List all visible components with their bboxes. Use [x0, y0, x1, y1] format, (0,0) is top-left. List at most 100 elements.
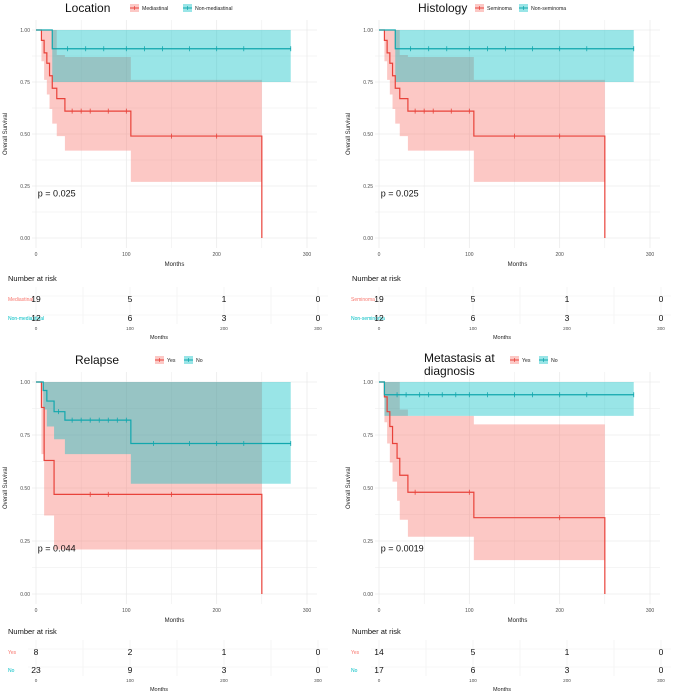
chart-panel-2: 0.000.250.500.751.000 100 200 300MonthsOver…: [346, 1, 671, 341]
risk-count: 1: [222, 647, 227, 657]
risk-table-title: Number at risk: [8, 627, 57, 636]
y-tick-label: 0.00: [20, 592, 30, 598]
chart-panel-3: 0.000.250.500.751.000 100 200 300MonthsOver…: [3, 353, 328, 693]
x-tick-label: 300: [303, 252, 312, 258]
legend: Seminoma Non-seminoma: [475, 4, 566, 12]
risk-count: 3: [222, 313, 227, 323]
y-tick-label: 0.50: [363, 486, 373, 492]
gridlines: [375, 20, 660, 248]
chart-title-line: Location: [65, 1, 110, 15]
y-axis-title: Overall Survival: [346, 113, 352, 155]
risk-x-tick-label: 200: [220, 326, 228, 331]
x-tick-label: 200: [555, 608, 564, 614]
chart-title: Relapse: [75, 353, 119, 367]
risk-x-tick-label: 200: [563, 326, 571, 331]
confidence-band-a: [36, 382, 262, 550]
risk-count: 6: [471, 665, 476, 675]
risk-count: 1: [222, 294, 227, 304]
risk-x-tick-label: 200: [563, 678, 571, 683]
confidence-band-a: [379, 30, 605, 182]
y-axis-title: Overall Survival: [3, 467, 9, 509]
risk-x-tick-label: 100: [469, 326, 477, 331]
x-tick-label: 300: [303, 608, 312, 614]
risk-x-tick-label: 0: [35, 678, 38, 683]
risk-x-tick-label: 100: [469, 678, 477, 683]
risk-x-tick-label: 200: [220, 678, 228, 683]
y-tick-label: 0.50: [20, 486, 30, 492]
risk-count: 14: [374, 647, 384, 657]
survival-line-a: [36, 29, 263, 238]
risk-count: 3: [565, 665, 570, 675]
risk-x-axis-title: Months: [150, 687, 168, 693]
risk-count: 3: [565, 313, 570, 323]
risk-count: 0: [316, 313, 321, 323]
risk-table-title: Number at risk: [8, 274, 57, 283]
y-tick-label: 0.50: [20, 132, 30, 138]
legend-label: Non-seminoma: [531, 6, 566, 12]
risk-x-axis-title: Months: [150, 335, 168, 341]
legend-label: Non-mediastinal: [195, 6, 232, 12]
x-tick-label: 0: [35, 608, 38, 614]
p-value: p = 0.025: [38, 188, 76, 198]
risk-x-tick-label: 100: [126, 678, 134, 683]
p-value: p = 0.0019: [381, 544, 424, 554]
survival-line-b: [379, 381, 634, 396]
y-tick-label: 0.25: [363, 184, 373, 190]
legend-label: No: [196, 358, 203, 364]
legend: Yes No: [155, 356, 203, 364]
confidence-band-b: [379, 30, 634, 82]
chart-title: Metastasis at diagnosis: [424, 351, 495, 378]
y-tick-label: 1.00: [363, 380, 373, 386]
x-tick-label: 300: [646, 608, 655, 614]
survival-line-b: [36, 29, 291, 50]
x-tick-label: 200: [212, 608, 221, 614]
x-tick-label: 200: [212, 252, 221, 258]
chart-title-line: Relapse: [75, 353, 119, 367]
y-tick-label: 0.75: [363, 433, 373, 439]
x-tick-label: 200: [555, 252, 564, 258]
x-tick-label: 100: [465, 608, 474, 614]
x-tick-label: 100: [122, 252, 131, 258]
risk-count: 0: [659, 665, 664, 675]
y-tick-label: 1.00: [20, 28, 30, 34]
risk-x-tick-label: 300: [657, 326, 665, 331]
risk-count: 0: [316, 647, 321, 657]
risk-count: 9: [128, 665, 133, 675]
gridlines: [32, 20, 317, 248]
risk-count: 1: [565, 647, 570, 657]
confidence-band-a: [36, 30, 262, 182]
y-tick-label: 0.00: [363, 236, 373, 242]
confidence-band-b: [36, 382, 291, 484]
y-axis-title: Overall Survival: [3, 113, 9, 155]
risk-x-axis-title: Months: [493, 687, 511, 693]
x-tick-label: 0: [35, 252, 38, 258]
x-tick-label: 0: [378, 608, 381, 614]
risk-count: 0: [316, 294, 321, 304]
risk-count: 19: [374, 294, 384, 304]
x-axis-title: Months: [165, 262, 185, 268]
x-axis-title: Months: [165, 618, 185, 624]
chart-panel-1: 0.000.250.500.751.000 100 200 300MonthsOver…: [3, 1, 328, 341]
risk-row-label: Yes: [8, 650, 17, 656]
risk-row-label: No: [8, 668, 15, 674]
x-tick-label: 300: [646, 252, 655, 258]
chart-title: Histology: [418, 1, 467, 15]
confidence-band-b: [36, 30, 291, 82]
chart-title: Location: [65, 1, 110, 15]
risk-count: 5: [471, 294, 476, 304]
risk-x-tick-label: 100: [126, 326, 134, 331]
legend-label: No: [551, 358, 558, 364]
chart-title-line: Histology: [418, 1, 467, 15]
chart-title-line: diagnosis: [424, 364, 475, 378]
y-tick-label: 0.00: [20, 236, 30, 242]
y-tick-label: 0.25: [20, 184, 30, 190]
risk-count: 19: [31, 294, 41, 304]
legend: Yes No: [510, 356, 558, 364]
legend-label: Seminoma: [487, 6, 512, 12]
chart-title-line: Metastasis at: [424, 351, 495, 365]
risk-table-title: Number at risk: [352, 274, 401, 283]
survival-line-b: [379, 29, 634, 50]
